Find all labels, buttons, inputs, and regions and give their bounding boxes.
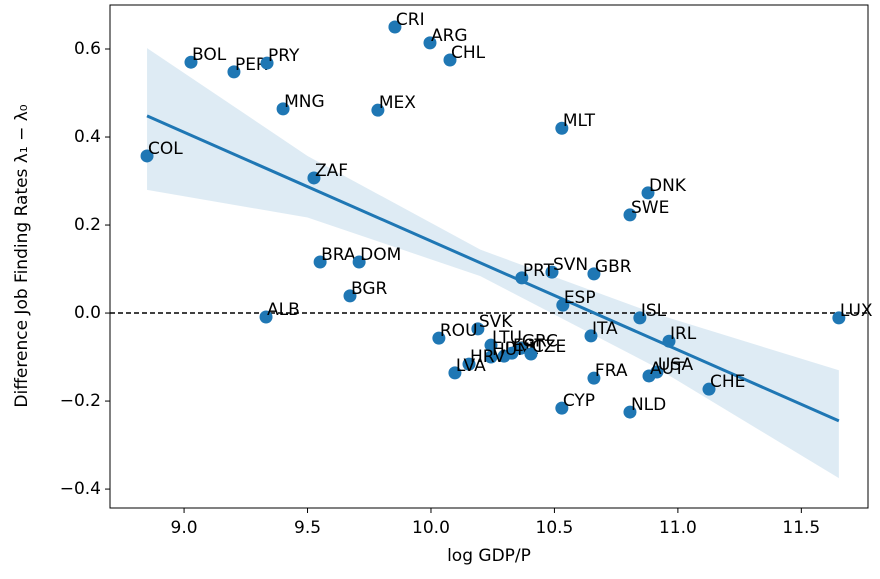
point-label: NLD [631,395,666,415]
point [584,329,598,343]
point-label: PER [235,55,268,75]
x-axis-label: log GDP/P [447,546,531,566]
point-label: CRI [396,10,425,30]
point [555,121,569,135]
point-label: GRC [522,331,558,351]
point-label: ISL [641,301,667,321]
point-label: EST [513,336,546,356]
point [307,171,321,185]
point-label: PRY [268,46,300,66]
point-label: AUT [650,359,685,379]
regression-line [146,114,840,423]
point-label: CZE [532,337,566,357]
y-tick-label: 0.6 [74,39,101,59]
point-label: HUN [492,340,530,360]
point [343,289,357,303]
point [633,311,647,325]
point-label: PRT [523,261,555,281]
point [556,298,570,312]
point [623,208,637,222]
point-label: MNG [284,92,325,112]
point-label: ZAF [315,161,348,181]
point [352,255,366,269]
point [462,357,476,371]
point-label: LVA [456,356,486,376]
y-axis-label: Difference Job Finding Rates λ₁ − λ₀ [12,104,32,407]
point [524,347,538,361]
point-label: ROU [440,321,478,341]
x-tick-label: 11.5 [782,518,820,538]
y-tick-label: 0.0 [74,303,101,323]
y-tick-label: −0.2 [60,391,101,411]
point [388,20,402,34]
point [423,36,437,50]
point [505,346,519,360]
point [555,401,569,415]
point [641,186,655,200]
point [484,350,498,364]
x-tick-label: 9.0 [171,518,198,538]
point-label: LTU [492,328,522,348]
point-label: DNK [649,176,687,196]
point [832,311,846,325]
plot-frame [109,4,869,509]
point-label: ALB [267,300,300,320]
point [587,371,601,385]
x-tick-label: 9.5 [294,518,321,538]
point-label: DOM [360,245,401,265]
y-tick-label: −0.4 [60,479,101,499]
point-label: COL [148,139,183,159]
point [623,405,637,419]
point [184,55,198,69]
point-label: CHE [710,372,745,392]
point [140,149,154,163]
y-tick-label: 0.2 [74,215,101,235]
point [371,103,385,117]
point [276,102,290,116]
point-label: ARG [431,26,468,46]
point [259,310,273,324]
point-label: SWE [631,198,669,218]
point-label: MLT [563,111,596,131]
x-tick-label: 11.0 [659,518,697,538]
point-label: GBR [595,257,632,277]
point-label: LUX [840,301,873,321]
point-label: BOL [192,45,227,65]
point-label: HRV [470,347,506,367]
point [471,322,485,336]
point-label: USA [658,355,694,375]
point-label: ITA [592,319,618,339]
point-label: CYP [563,391,595,411]
point [448,366,462,380]
point [515,271,529,285]
point [702,382,716,396]
y-tick-label: 0.4 [74,127,101,147]
point [662,334,676,348]
point-label: BRA [321,245,356,265]
point-label: CHL [451,43,486,63]
point [260,56,274,70]
point [313,255,327,269]
point [587,267,601,281]
point [642,369,656,383]
x-tick-label: 10.0 [412,518,450,538]
point-label: SVK [479,312,513,332]
point-label: BGR [351,279,388,299]
x-tick-label: 10.5 [536,518,574,538]
point [432,331,446,345]
point-label: IRL [670,324,697,344]
point [484,338,498,352]
point [545,265,559,279]
point-label: MEX [379,93,416,113]
point-label: ESP [564,288,596,308]
point-label: FRA [595,361,628,381]
point [443,53,457,67]
point [227,65,241,79]
point-label: SVN [553,255,588,275]
confidence-band [147,48,839,479]
